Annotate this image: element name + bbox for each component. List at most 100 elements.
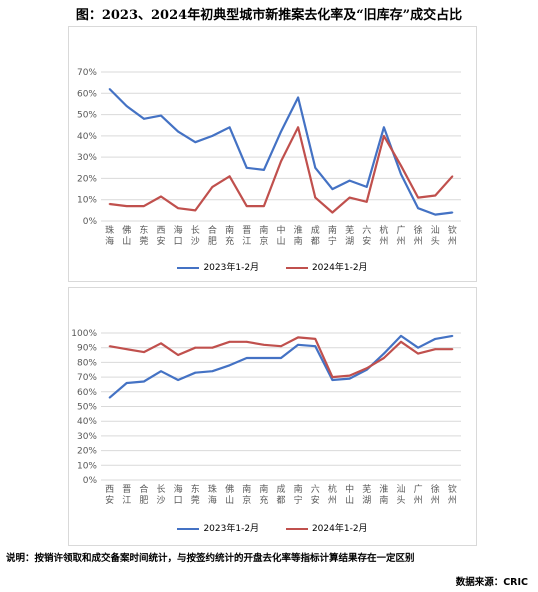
data-point [228, 340, 231, 343]
x-tick-char: 钦 [448, 483, 457, 495]
data-point [245, 205, 248, 208]
x-tick-char: 南 [294, 483, 303, 495]
data-point [280, 130, 282, 133]
data-point [365, 186, 368, 188]
data-point [382, 134, 385, 137]
x-tick-label: 钦州 [448, 483, 457, 506]
chart-panel-1: 0% 10% 20% 30% 40% 50% 60% 70% 珠海 佛山 东莞 西安 海口 长沙 合肥 南充晋… [68, 26, 477, 282]
data-point [108, 396, 111, 399]
x-tick-char: 钦 [448, 224, 457, 236]
legend-label-2023: 2023年1-2月 [203, 524, 260, 534]
data-point [348, 377, 351, 380]
y-tick-label: 40% [77, 132, 97, 142]
y-tick-label: 40% [77, 417, 97, 427]
x-tick-char: 州 [414, 495, 423, 506]
x-tick-label: 广州 [396, 224, 405, 247]
x-tick-char: 都 [311, 236, 320, 247]
legend-label-2023: 2023年1-2月 [203, 263, 260, 273]
data-point [211, 134, 214, 137]
x-tick-char: 安 [362, 235, 371, 247]
data-point [451, 348, 454, 351]
data-point [314, 196, 317, 199]
x-tick-char: 京 [242, 494, 251, 506]
x-tick-label: 合肥 [139, 483, 148, 506]
x-tick-char: 南 [379, 494, 388, 506]
legend-label-2024: 2024年1-2月 [311, 263, 368, 273]
data-point [417, 352, 420, 355]
x-tick-label: 西安 [105, 484, 114, 506]
x-tick-char: 东 [139, 224, 148, 236]
x-tick-label: 南充 [259, 483, 268, 506]
data-point [297, 96, 300, 99]
x-tick-label: 成都 [311, 224, 320, 247]
data-point [245, 340, 248, 343]
legend-swatch-2024 [285, 266, 308, 269]
y-tick-label: 90% [77, 344, 97, 354]
x-tick-label: 南充 [225, 224, 234, 247]
x-tick-char: 佛 [122, 224, 131, 236]
x-tick-char: 成 [311, 224, 320, 236]
x-tick-char: 京 [259, 235, 268, 247]
data-point [331, 379, 334, 381]
x-tick-char: 晋 [122, 484, 131, 495]
data-point [125, 382, 128, 384]
x-tick-label: 西安 [156, 225, 165, 247]
data-point [262, 357, 265, 359]
data-point [194, 209, 197, 212]
x-tick-char: 东 [191, 483, 200, 495]
data-point [331, 211, 334, 214]
x-tick-label: 芜湖 [362, 483, 371, 506]
data-point [451, 175, 454, 178]
x-tick-char: 长 [156, 483, 165, 495]
chart-1-legend: 2023年1-2月 2024年1-2月 [69, 260, 476, 273]
data-point [108, 203, 111, 205]
data-point [451, 211, 454, 214]
data-point [400, 173, 402, 176]
x-tick-label: 晋江 [122, 484, 131, 506]
x-tick-char: 徐 [431, 483, 440, 495]
x-tick-char: 晋 [242, 225, 251, 236]
x-tick-char: 杭 [379, 224, 388, 236]
legend-swatch-2024 [285, 527, 308, 530]
x-tick-char: 口 [174, 237, 183, 247]
x-tick-char: 广 [396, 224, 405, 236]
x-tick-char: 安 [311, 494, 320, 506]
data-point [262, 205, 265, 208]
data-point [382, 352, 385, 355]
data-point [108, 345, 111, 348]
x-tick-char: 徐 [414, 224, 423, 236]
x-tick-char: 中 [276, 224, 285, 236]
data-point [365, 367, 368, 370]
data-point [451, 335, 454, 337]
x-tick-char: 南 [259, 483, 268, 495]
legend-label-2024: 2024年1-2月 [311, 524, 368, 534]
x-tick-label: 芜湖 [345, 224, 354, 247]
x-tick-char: 西 [156, 225, 165, 236]
x-tick-char: 山 [276, 236, 285, 247]
x-tick-label: 晋江 [242, 225, 251, 247]
x-tick-char: 沙 [191, 236, 200, 247]
x-tick-char: 安 [105, 494, 114, 506]
x-tick-char: 都 [276, 495, 285, 506]
x-tick-char: 充 [225, 235, 234, 247]
x-tick-label: 佛山 [225, 483, 234, 506]
x-tick-label: 汕头 [396, 484, 405, 506]
x-tick-char: 湖 [362, 495, 371, 506]
data-point [228, 175, 231, 178]
x-tick-char: 南 [242, 483, 251, 495]
y-tick-label: 100% [71, 329, 97, 339]
data-point [417, 207, 420, 210]
data-point [262, 169, 265, 171]
x-tick-char: 珠 [208, 483, 217, 495]
data-point [177, 130, 180, 133]
y-tick-label: 60% [77, 388, 97, 398]
x-tick-char: 南 [225, 224, 234, 236]
data-point [365, 200, 368, 203]
x-tick-char: 口 [174, 496, 183, 506]
data-point [160, 370, 162, 373]
data-point [125, 205, 128, 208]
data-point [280, 160, 282, 163]
data-point [262, 343, 265, 346]
legend-swatch-2023 [177, 266, 200, 269]
x-tick-char: 山 [122, 236, 131, 247]
